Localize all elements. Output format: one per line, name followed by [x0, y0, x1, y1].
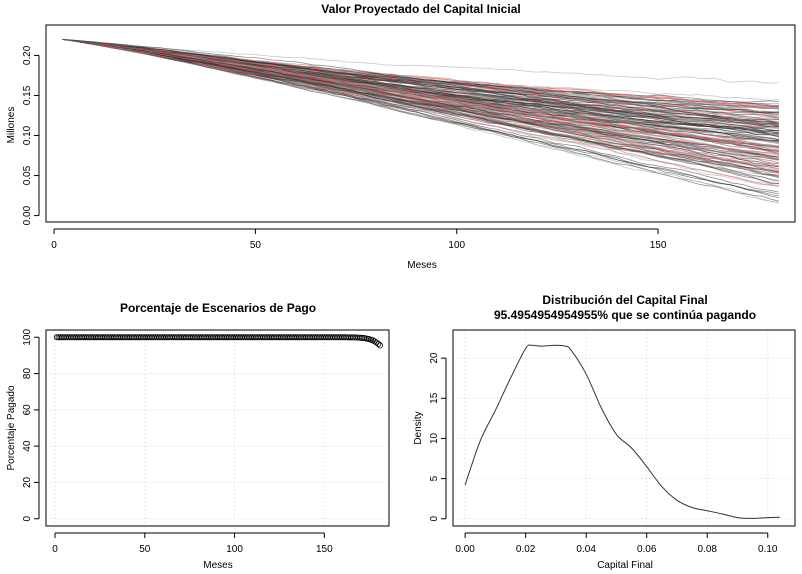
density-x-tick-label: 0.10 — [758, 544, 778, 555]
payment-y-axis: 0 20 40 60 80 100 — [22, 328, 40, 522]
density-title: Distribución del Capital Final — [542, 293, 707, 307]
payment-y-tick-label: 40 — [22, 440, 33, 452]
projection-title: Valor Proyectado del Capital Inicial — [321, 2, 520, 16]
projection-y-tick-label: 0.10 — [22, 125, 33, 145]
density-subtitle: 95.4954954954955% que se continúa pagand… — [494, 308, 756, 322]
projection-series-lines — [62, 39, 780, 204]
payment-x-tick-label: 100 — [226, 544, 243, 555]
projection-trajectory-line — [62, 39, 779, 151]
density-x-tick-label: 0.02 — [516, 544, 536, 555]
projection-x-tick-label: 0 — [51, 240, 57, 251]
density-chart: Distribución del Capital Final 95.495495… — [413, 293, 796, 571]
payment-y-tick-label: 0 — [22, 516, 33, 522]
payment-y-label: Porcentaje Pagado — [6, 385, 17, 471]
projection-trajectory-line — [62, 39, 779, 124]
density-curve — [464, 344, 780, 519]
density-y-tick-label: 5 — [429, 475, 440, 481]
payment-points — [53, 334, 384, 349]
projection-y-tick-label: 0.00 — [22, 205, 33, 225]
projection-trajectory-line — [62, 39, 779, 125]
projection-y-tick-label: 0.20 — [22, 45, 33, 65]
projection-trajectory-line — [62, 39, 779, 136]
projection-trajectory-line — [62, 39, 779, 157]
projection-trajectory-line — [62, 39, 780, 127]
projection-x-tick-label: 100 — [448, 240, 465, 251]
density-y-tick-label: 10 — [429, 432, 440, 444]
payment-x-label: Meses — [203, 560, 232, 571]
payment-plot-frame — [45, 329, 390, 527]
payment-grid — [46, 330, 389, 526]
projection-x-tick-label: 50 — [250, 240, 262, 251]
projection-plot-frame — [45, 24, 796, 223]
payment-y-tick-label: 80 — [22, 368, 33, 380]
density-y-tick-label: 0 — [429, 516, 440, 522]
projection-y-tick-label: 0.15 — [22, 85, 33, 105]
payment-point — [373, 339, 380, 346]
density-y-tick-label: 20 — [429, 352, 440, 364]
density-grid — [453, 330, 795, 526]
density-plot-frame — [452, 329, 796, 527]
density-x-tick-label: 0.06 — [637, 544, 657, 555]
density-x-axis: 0.00 0.02 0.04 0.06 0.08 0.10 — [455, 532, 778, 555]
payment-y-tick-label: 60 — [22, 404, 33, 416]
projection-x-tick-label: 150 — [650, 240, 667, 251]
payment-x-axis: 0 50 100 150 — [52, 532, 333, 555]
density-y-axis: 0 5 10 15 20 — [429, 352, 447, 522]
density-x-tick-label: 0.08 — [697, 544, 717, 555]
density-x-tick-label: 0.00 — [455, 544, 475, 555]
projection-x-label: Meses — [407, 260, 436, 271]
payment-title: Porcentaje de Escenarios de Pago — [120, 301, 316, 315]
projection-trajectory-line — [62, 39, 779, 197]
payment-x-tick-label: 50 — [139, 544, 151, 555]
payment-chart: Porcentaje de Escenarios de Pago 0 50 100 1… — [6, 301, 390, 571]
density-x-tick-label: 0.04 — [576, 544, 596, 555]
projection-trajectory-line — [62, 39, 779, 132]
projection-chart: Valor Proyectado del Capital Inicial 0 50… — [6, 2, 796, 271]
density-y-tick-label: 15 — [429, 392, 440, 404]
payment-y-tick-label: 100 — [22, 328, 33, 345]
projection-y-tick-label: 0.05 — [22, 165, 33, 185]
projection-y-axis: 0.00 0.05 0.10 0.15 0.20 — [22, 45, 40, 225]
payment-point — [375, 340, 382, 347]
projection-y-label: Millones — [6, 107, 17, 144]
payment-x-tick-label: 0 — [52, 544, 58, 555]
projection-x-axis: 0 50 100 150 — [51, 228, 667, 251]
payment-point — [377, 342, 384, 349]
payment-x-tick-label: 150 — [316, 544, 333, 555]
density-x-label: Capital Final — [597, 560, 653, 571]
payment-y-tick-label: 20 — [22, 476, 33, 488]
density-y-label: Density — [413, 411, 424, 444]
